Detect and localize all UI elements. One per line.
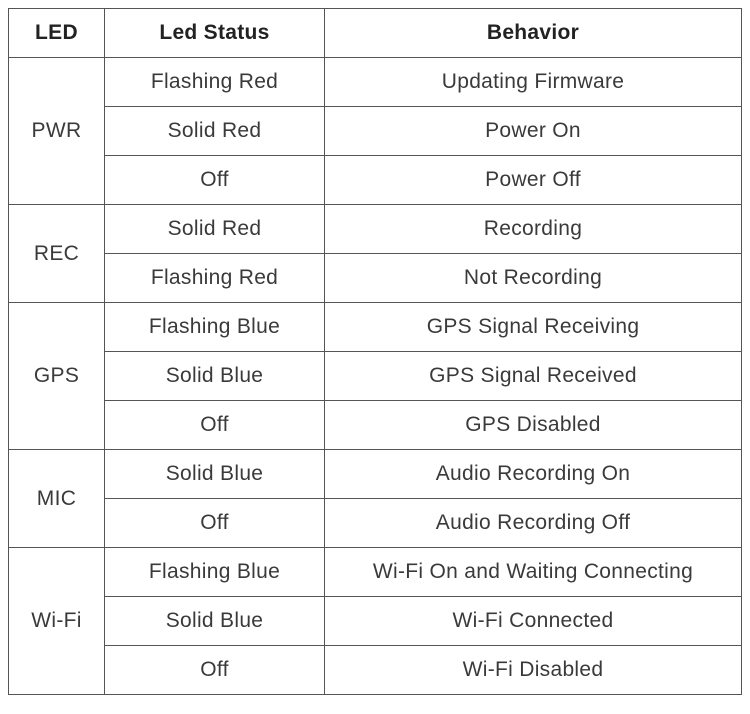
cell-status: Off [105, 156, 325, 205]
cell-status: Off [105, 646, 325, 695]
table-row: Flashing RedNot Recording [9, 254, 742, 303]
col-header-led: LED [9, 9, 105, 58]
table-row: GPSFlashing BlueGPS Signal Receiving [9, 303, 742, 352]
cell-status: Solid Red [105, 205, 325, 254]
table-row: OffWi-Fi Disabled [9, 646, 742, 695]
cell-behavior: Power Off [325, 156, 742, 205]
cell-status: Off [105, 401, 325, 450]
cell-status: Solid Blue [105, 597, 325, 646]
cell-status: Solid Red [105, 107, 325, 156]
table-row: Solid BlueWi-Fi Connected [9, 597, 742, 646]
cell-status: Flashing Blue [105, 548, 325, 597]
table-row: Solid BlueGPS Signal Received [9, 352, 742, 401]
table-row: OffPower Off [9, 156, 742, 205]
cell-behavior: Updating Firmware [325, 58, 742, 107]
col-header-status: Led Status [105, 9, 325, 58]
cell-behavior: Audio Recording Off [325, 499, 742, 548]
cell-led: PWR [9, 58, 105, 205]
led-status-table: LED Led Status Behavior PWRFlashing RedU… [8, 8, 742, 695]
cell-behavior: GPS Disabled [325, 401, 742, 450]
cell-behavior: Power On [325, 107, 742, 156]
table-row: MICSolid BlueAudio Recording On [9, 450, 742, 499]
col-header-behavior: Behavior [325, 9, 742, 58]
cell-status: Flashing Red [105, 254, 325, 303]
cell-led: Wi-Fi [9, 548, 105, 695]
cell-behavior: Wi-Fi Connected [325, 597, 742, 646]
cell-led: GPS [9, 303, 105, 450]
cell-behavior: GPS Signal Received [325, 352, 742, 401]
cell-behavior: GPS Signal Receiving [325, 303, 742, 352]
table-body: PWRFlashing RedUpdating FirmwareSolid Re… [9, 58, 742, 695]
cell-behavior: Wi-Fi Disabled [325, 646, 742, 695]
table-row: RECSolid RedRecording [9, 205, 742, 254]
cell-status: Solid Blue [105, 450, 325, 499]
cell-status: Flashing Blue [105, 303, 325, 352]
cell-behavior: Recording [325, 205, 742, 254]
table-row: Wi-FiFlashing BlueWi-Fi On and Waiting C… [9, 548, 742, 597]
table-row: OffGPS Disabled [9, 401, 742, 450]
table-row: PWRFlashing RedUpdating Firmware [9, 58, 742, 107]
cell-status: Flashing Red [105, 58, 325, 107]
table-row: Solid RedPower On [9, 107, 742, 156]
cell-behavior: Not Recording [325, 254, 742, 303]
cell-led: REC [9, 205, 105, 303]
cell-status: Solid Blue [105, 352, 325, 401]
cell-status: Off [105, 499, 325, 548]
table-row: OffAudio Recording Off [9, 499, 742, 548]
cell-behavior: Wi-Fi On and Waiting Connecting [325, 548, 742, 597]
cell-led: MIC [9, 450, 105, 548]
cell-behavior: Audio Recording On [325, 450, 742, 499]
table-header-row: LED Led Status Behavior [9, 9, 742, 58]
